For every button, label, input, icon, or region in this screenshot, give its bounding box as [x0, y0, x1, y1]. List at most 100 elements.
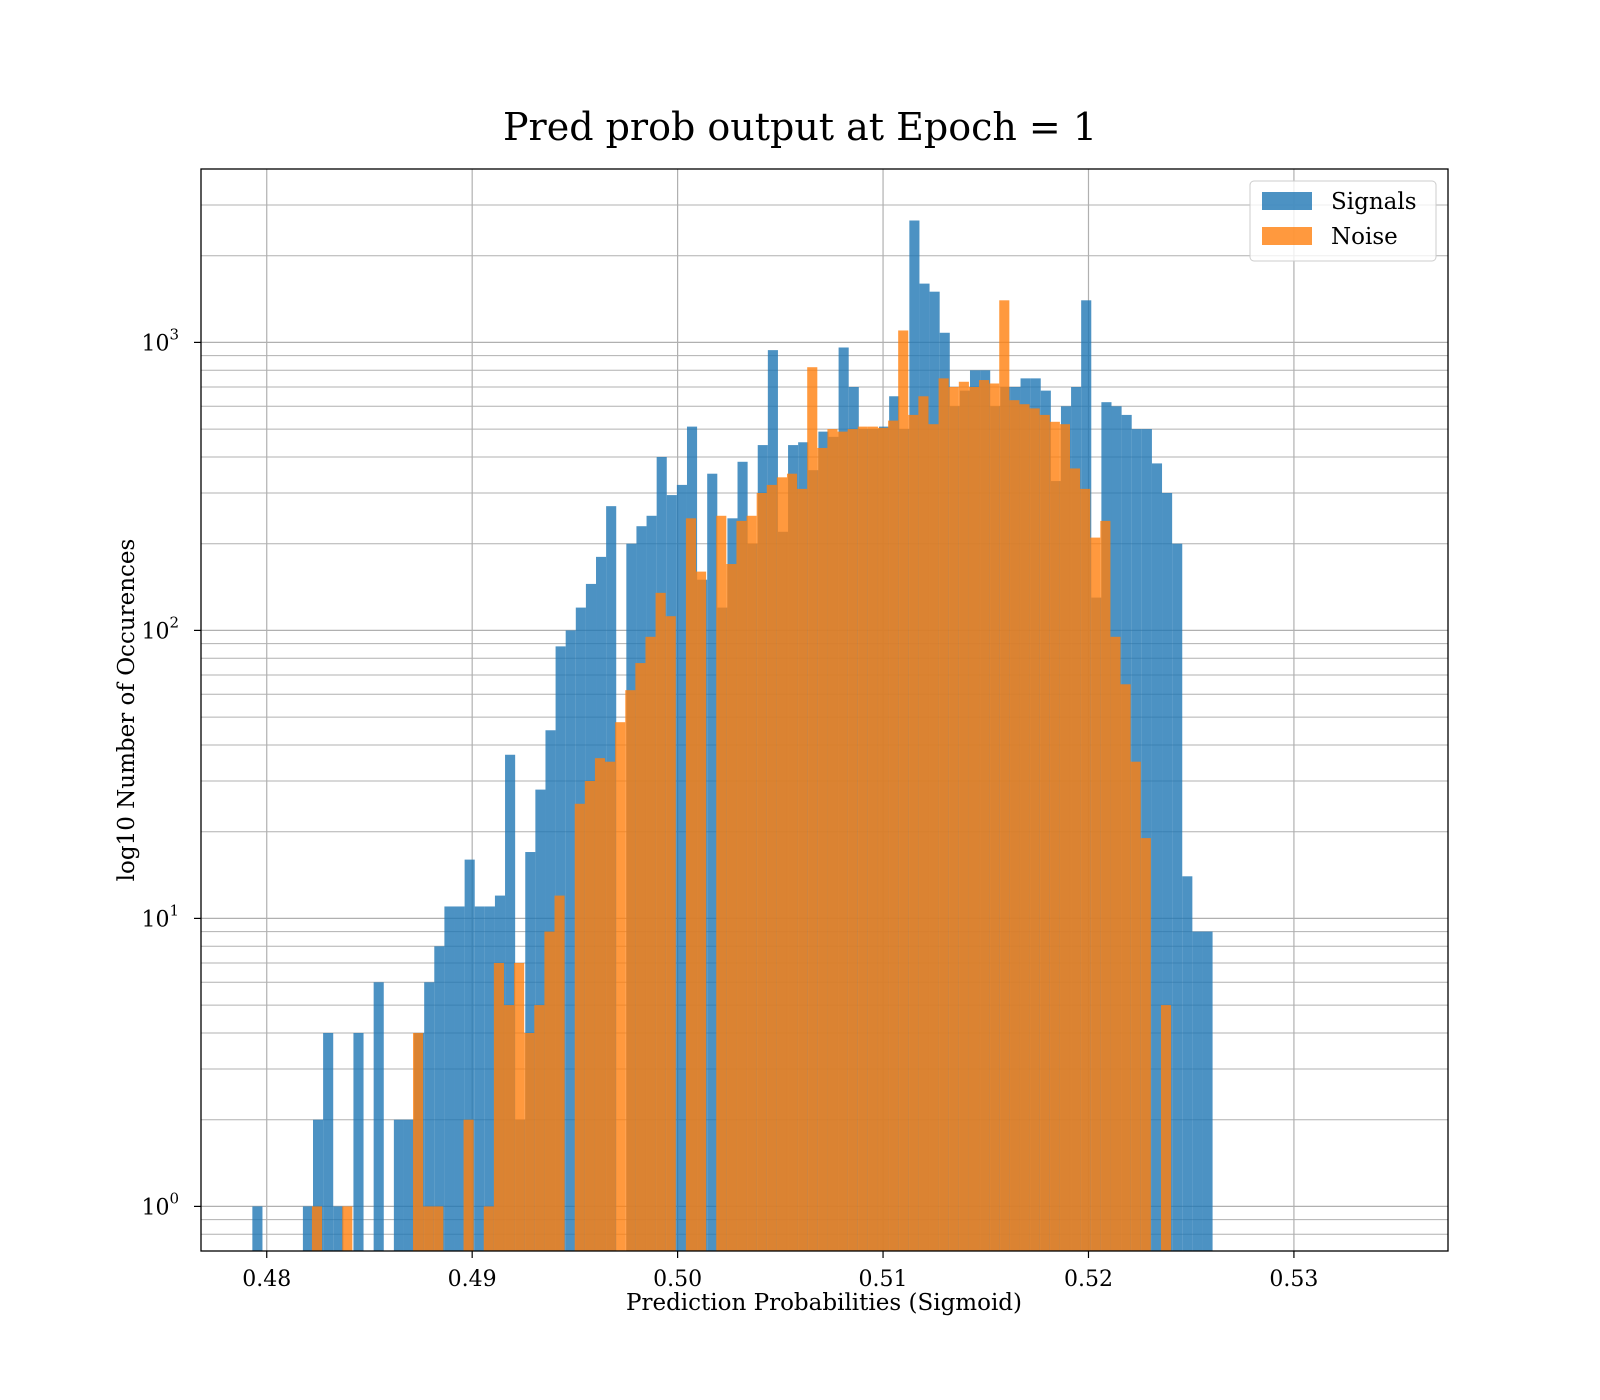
- noise-bar-24: [554, 895, 565, 1251]
- noise-bar-3: [342, 1206, 353, 1251]
- noise-bar-71: [1029, 408, 1040, 1251]
- signals-bar-23: [484, 906, 495, 1251]
- y-tick-label-1: 101: [141, 901, 179, 932]
- noise-bar-61: [928, 424, 939, 1252]
- noise-bar-17: [483, 1206, 494, 1251]
- noise-bar-80: [1120, 684, 1131, 1251]
- noise-bar-10: [413, 1032, 424, 1251]
- signals-bar-25: [505, 754, 516, 1251]
- noise-bar-18: [493, 963, 504, 1251]
- noise-bar-27: [584, 780, 595, 1251]
- noise-bar-50: [817, 447, 828, 1251]
- noise-bar-15: [463, 1119, 474, 1251]
- signals-bar-6: [313, 1119, 324, 1251]
- noise-bar-60: [918, 396, 929, 1251]
- noise-bar-64: [958, 381, 969, 1251]
- noise-bar-42: [736, 520, 747, 1251]
- legend-swatch-signals: [1262, 192, 1312, 210]
- bars-noise: [311, 300, 1172, 1252]
- x-tick-label-3: 0.51: [859, 1267, 908, 1292]
- legend: Signals Noise: [1249, 180, 1437, 262]
- noise-bar-77: [1090, 537, 1101, 1251]
- noise-bar-31: [625, 690, 636, 1251]
- noise-bar-19: [503, 1005, 515, 1251]
- signals-bar-31: [565, 630, 576, 1251]
- x-tick-labels: 0.48 0.49 0.50 0.51 0.52 0.53: [242, 1251, 1318, 1292]
- noise-bar-37: [685, 518, 697, 1251]
- noise-bar-43: [746, 515, 757, 1251]
- signals-bar-91: [1172, 543, 1183, 1251]
- noise-bar-66: [979, 380, 990, 1251]
- noise-bar-35: [665, 616, 676, 1251]
- signals-bar-45: [707, 473, 718, 1251]
- signals-bar-8: [333, 1206, 344, 1251]
- noise-bar-32: [635, 663, 646, 1251]
- noise-bar-12: [433, 1206, 444, 1251]
- noise-bar-81: [1130, 761, 1141, 1251]
- noise-bar-78: [1100, 520, 1111, 1251]
- signals-bar-93: [1192, 931, 1203, 1251]
- noise-bar-58: [898, 330, 909, 1251]
- noise-bar-52: [837, 431, 848, 1251]
- noise-bar-84: [1160, 1005, 1172, 1251]
- noise-bar-26: [574, 803, 585, 1251]
- noise-bar-33: [645, 636, 656, 1251]
- signals-bar-90: [1162, 492, 1173, 1251]
- signals-bar-89: [1151, 463, 1163, 1252]
- noise-bar-0: [311, 1206, 323, 1251]
- chart-title: Pred prob output at Epoch = 1: [503, 105, 1097, 149]
- legend-label-noise: Noise: [1331, 224, 1398, 250]
- signals-bar-14: [393, 1119, 404, 1251]
- y-tick-label-3: 103: [141, 325, 179, 356]
- signals-bar-15: [403, 1119, 415, 1251]
- signals-bar-18: [434, 946, 445, 1251]
- noise-bar-40: [716, 515, 727, 1251]
- noise-bar-57: [888, 420, 899, 1251]
- noise-bar-23: [544, 931, 555, 1251]
- signals-bar-94: [1202, 931, 1213, 1251]
- signals-bar-0: [252, 1206, 263, 1251]
- noise-bar-75: [1069, 468, 1081, 1251]
- signals-bar-19: [444, 906, 455, 1251]
- noise-bar-49: [807, 367, 818, 1251]
- noise-bar-82: [1140, 838, 1151, 1251]
- legend-label-signals: Signals: [1331, 189, 1417, 215]
- y-tick-labels: 100 101 102 103: [141, 325, 201, 1220]
- y-tick-label-0: 100: [141, 1189, 179, 1220]
- x-tick-label-2: 0.50: [653, 1267, 702, 1292]
- noise-bar-69: [1009, 400, 1020, 1251]
- noise-bar-30: [615, 722, 626, 1251]
- x-tick-label-5: 0.53: [1269, 1267, 1318, 1292]
- noise-bar-76: [1080, 488, 1091, 1251]
- noise-bar-72: [1039, 414, 1050, 1252]
- legend-swatch-noise: [1262, 227, 1312, 245]
- x-tick-label-4: 0.52: [1064, 1267, 1113, 1292]
- noise-bar-29: [605, 761, 616, 1251]
- signals-bar-42: [676, 484, 687, 1252]
- noise-bar-46: [776, 477, 787, 1251]
- noise-bar-67: [989, 383, 1000, 1251]
- noise-bar-22: [534, 1005, 545, 1251]
- noise-bar-73: [1049, 421, 1060, 1251]
- noise-bar-62: [938, 378, 949, 1252]
- noise-bar-48: [797, 488, 808, 1251]
- signals-bar-7: [323, 1032, 334, 1251]
- y-axis-label: log10 Number of Occurences: [114, 539, 140, 882]
- y-tick-label-2: 102: [141, 613, 179, 644]
- noise-bar-47: [786, 473, 798, 1251]
- signals-bar-12: [373, 982, 384, 1251]
- noise-bar-44: [756, 492, 767, 1251]
- noise-bar-45: [766, 484, 777, 1252]
- noise-bar-21: [524, 1032, 535, 1251]
- noise-bar-28: [594, 758, 606, 1251]
- x-tick-label-1: 0.49: [448, 1267, 497, 1292]
- noise-bar-41: [726, 564, 737, 1251]
- noise-bar-38: [696, 571, 707, 1251]
- noise-bar-53: [847, 429, 858, 1251]
- noise-bar-51: [827, 429, 838, 1251]
- noise-bar-68: [999, 300, 1010, 1251]
- noise-bar-34: [655, 592, 666, 1251]
- signals-bar-17: [424, 982, 435, 1251]
- noise-bar-59: [908, 414, 919, 1252]
